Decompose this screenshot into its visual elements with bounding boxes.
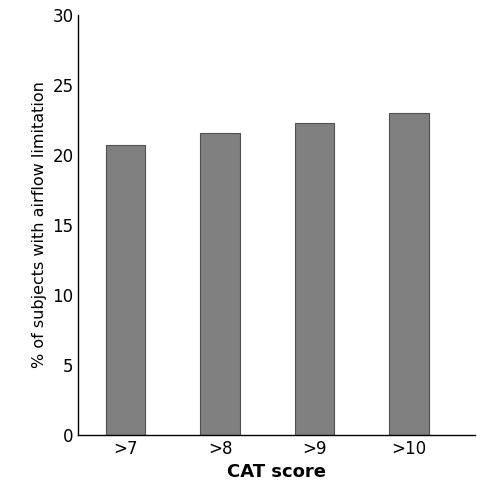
Bar [200, 132, 240, 435]
Bar [389, 113, 429, 435]
Y-axis label: % of subjects with airflow limitation: % of subjects with airflow limitation [32, 82, 47, 368]
X-axis label: CAT score: CAT score [227, 464, 326, 481]
Bar [295, 123, 335, 435]
Bar [106, 145, 146, 435]
